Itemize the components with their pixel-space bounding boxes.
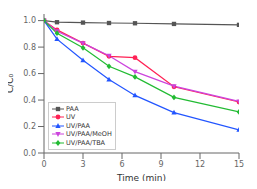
html-text:UV/PAA/MeOH: UV/PAA/MeOH [66,130,112,138]
html-text:UV/PAA: UV/PAA [66,121,90,130]
svg-text:0.4: 0.4 [23,96,36,105]
svg-text:0.6: 0.6 [23,69,36,78]
svg-text:12: 12 [195,160,205,169]
svg-text:1.0: 1.0 [23,16,36,25]
svg-text:15: 15 [234,160,244,169]
svg-text:Time (min): Time (min) [116,173,166,181]
svg-text:0.8: 0.8 [23,43,36,52]
svg-text:0.2: 0.2 [23,122,36,131]
html-text:UV/PAA/TBA: UV/PAA/TBA [66,138,105,147]
svg-text:C/C₀: C/C₀ [8,74,15,94]
svg-text:0: 0 [41,160,46,169]
svg-text:9: 9 [158,160,163,169]
svg-text:0.0: 0.0 [23,149,36,158]
svg-text:3: 3 [80,160,85,169]
svg-text:6: 6 [119,160,124,169]
html-text:UV: UV [66,113,76,121]
html-text:PAA: PAA [66,104,79,113]
